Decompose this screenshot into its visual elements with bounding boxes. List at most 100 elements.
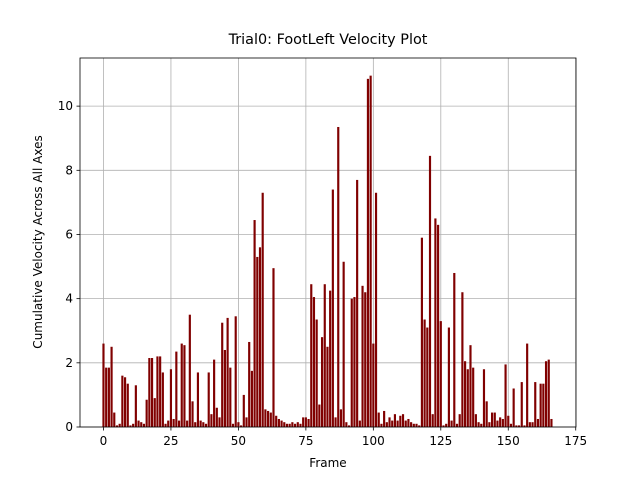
y-tick-label: 2 [65,356,73,370]
bar [412,423,415,427]
bar [356,179,359,427]
bar [248,341,251,427]
y-axis-label: Cumulative Velocity Across All Axes [31,135,45,348]
bar [458,414,461,427]
bar [215,407,218,427]
bar [299,423,302,427]
bar [509,423,513,427]
bar [464,361,467,427]
bar [253,220,256,427]
bar [183,345,186,427]
bar [188,314,191,427]
bar [113,412,116,427]
bar [496,420,499,427]
bar [186,420,189,427]
x-tick-label: 25 [163,434,178,448]
bar [307,418,310,427]
bar [426,327,429,427]
bar [261,192,264,427]
bar [153,398,156,427]
y-tick-label: 6 [65,227,73,241]
bar [391,420,394,427]
x-tick-label: 100 [362,434,385,448]
bar [361,285,364,427]
x-tick-label: 50 [231,434,246,448]
bar [275,415,278,427]
bar [142,423,146,427]
bar [156,356,159,427]
bar [302,417,305,427]
bar [534,382,537,427]
bar [388,417,391,427]
bar [431,414,434,427]
bar [237,422,240,427]
bar [102,343,105,427]
bar [358,420,361,427]
bar [207,372,210,427]
bar [445,423,448,427]
x-tick-label: 0 [100,434,108,448]
bar [515,425,518,427]
bar [288,423,291,427]
bar [132,423,135,427]
bar [472,367,475,427]
bar [318,404,321,427]
bar [393,414,397,427]
bar [442,425,445,427]
bar [380,423,383,427]
bar [250,370,253,427]
bar [339,409,343,427]
bar [123,377,127,427]
bar [329,290,332,427]
bar [369,75,372,427]
bar [364,292,367,427]
x-tick-label: 125 [429,434,452,448]
bar [285,423,289,427]
bar [264,409,267,427]
bar [191,401,194,427]
bar [420,237,423,427]
bar [291,422,294,427]
bar [280,420,283,427]
bar [337,126,340,428]
bar [437,224,440,427]
bar [453,272,456,427]
bar [539,383,542,427]
bar [256,256,259,427]
bar [466,369,469,427]
bar [296,422,299,427]
bar [474,414,477,427]
x-tick-label: 150 [497,434,520,448]
bar [312,297,316,427]
bar [372,343,375,427]
bar [517,425,521,427]
bar [304,417,307,427]
bar [342,261,345,427]
bar [523,425,526,427]
bar [434,218,437,427]
bar [331,189,334,427]
x-tick-label: 75 [298,434,313,448]
bar [410,422,413,427]
bar [347,425,351,427]
bar [221,322,224,427]
chart-title: Trial0: FootLeft Velocity Plot [228,32,428,48]
bar [105,367,108,427]
bar [415,423,418,427]
bar [126,383,129,427]
bar [223,349,226,427]
bar [140,422,143,427]
bar [526,343,529,427]
bar [423,319,426,427]
bar [240,425,243,427]
bar [480,423,483,427]
bar [404,420,407,427]
bar [269,412,272,427]
bar [536,418,540,427]
x-tick-label: 175 [564,434,587,448]
bar [194,422,197,427]
bar [242,394,245,427]
bar [129,425,132,427]
plot-frame [79,57,577,428]
